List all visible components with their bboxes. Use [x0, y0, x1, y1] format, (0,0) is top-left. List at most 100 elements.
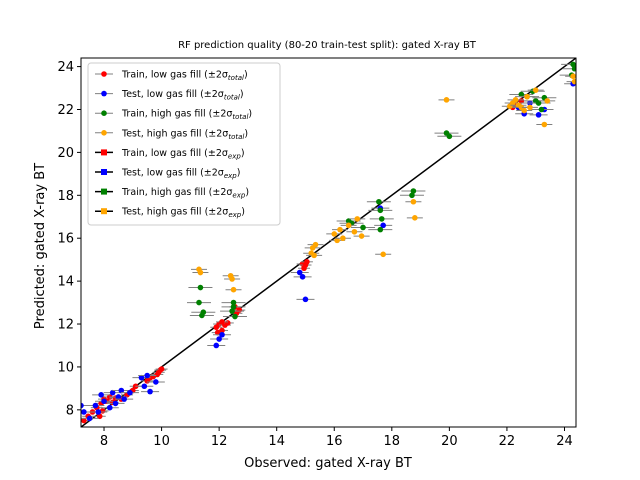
chart-title: RF prediction quality (80-20 train-test … [178, 40, 477, 51]
data-point [544, 98, 551, 104]
data-point [340, 235, 346, 242]
data-point [219, 327, 225, 334]
data-point [410, 188, 417, 194]
legend-marker [101, 90, 107, 97]
y-tick-label: 24 [57, 60, 74, 75]
data-point [380, 222, 386, 229]
data-point [127, 389, 133, 396]
data-point [98, 392, 104, 398]
data-point [138, 374, 145, 381]
legend-entry: Test, high gas fill (±2σexp) [95, 207, 245, 220]
data-point [219, 319, 225, 325]
data-point [380, 251, 386, 258]
data-point [360, 224, 366, 231]
x-tick-label: 18 [384, 434, 401, 449]
data-point [410, 198, 417, 205]
data-point [158, 366, 165, 372]
data-point [443, 97, 450, 103]
data-point [230, 286, 237, 293]
data-point [197, 284, 204, 291]
y-tick-label: 18 [57, 189, 74, 204]
data-point [524, 93, 530, 100]
legend-marker [101, 208, 107, 215]
legend-box [87, 62, 281, 226]
axes-frame [80, 57, 577, 428]
data-point [153, 379, 159, 385]
data-point [141, 383, 148, 390]
data-point [512, 97, 519, 103]
reference-line [81, 58, 576, 427]
data-point [409, 192, 415, 199]
legend-label: Train, high gas fill (±2σtotal) [121, 109, 252, 122]
legend-label: Train, low gas fill (±2σexp) [121, 148, 245, 161]
legend-label: Test, low gas fill (±2σtotal) [121, 89, 244, 102]
data-point [378, 216, 385, 222]
x-tick-label: 20 [441, 434, 458, 449]
legend-label: Test, low gas fill (±2σexp) [121, 168, 240, 181]
data-point [106, 404, 113, 411]
data-point [535, 112, 542, 118]
data-point [571, 65, 576, 72]
y-tick-label: 22 [57, 103, 74, 118]
data-point [144, 372, 150, 379]
legend: Train, low gas fill (±2σtotal) Test, low … [87, 62, 281, 226]
data-point [216, 336, 222, 342]
x-tick-label: 16 [326, 434, 343, 449]
legend-entry: Test, low gas fill (±2σtotal) [95, 89, 244, 102]
data-point [92, 402, 99, 409]
data-point [229, 276, 235, 282]
data-point [570, 61, 576, 68]
data-point [541, 121, 548, 128]
x-tick-label: 12 [211, 434, 228, 449]
legend-entry: Test, low gas fill (±2σexp) [95, 168, 240, 181]
x-axis-label: Observed: gated X-ray BT [244, 456, 412, 471]
legend-label: Train, low gas fill (±2σtotal) [121, 70, 248, 83]
legend-entry: Test, high gas fill (±2σtotal) [95, 128, 248, 141]
data-point [147, 388, 153, 395]
data-point [118, 387, 125, 394]
data-point [229, 308, 235, 314]
data-point [570, 73, 576, 80]
legend-entry: Train, high gas fill (±2σtotal) [95, 109, 252, 122]
data-point [412, 215, 418, 221]
legend-marker [101, 169, 107, 175]
data-point [532, 87, 539, 93]
data-point [377, 207, 384, 214]
data-point [81, 417, 87, 424]
legend-marker [101, 130, 107, 136]
legend-entry: Train, low gas fill (±2σexp) [95, 148, 245, 161]
data-point [538, 106, 545, 113]
data-point [296, 269, 303, 276]
data-point [376, 198, 382, 205]
legend-label: Train, high gas fill (±2σexp) [121, 187, 249, 200]
data-point [302, 296, 309, 303]
legend-marker [101, 188, 107, 195]
data-point [121, 396, 127, 402]
y-tick-label: 8 [66, 403, 74, 418]
x-tick-label: 22 [499, 434, 516, 449]
data-point [337, 226, 343, 233]
legend-marker [101, 71, 107, 77]
data-point [351, 228, 358, 235]
data-point [81, 409, 87, 415]
data-point [358, 233, 365, 239]
legend-label: Test, high gas fill (±2σexp) [121, 207, 245, 220]
data-point [96, 413, 103, 420]
data-point [95, 409, 102, 415]
data-point [115, 394, 122, 400]
data-point [354, 216, 361, 222]
y-tick-label: 14 [57, 275, 74, 290]
y-tick-label: 20 [57, 146, 74, 161]
data-point [312, 241, 319, 248]
legend-label: Test, high gas fill (±2σtotal) [121, 128, 248, 141]
data-point [101, 398, 107, 405]
data-point [521, 107, 527, 114]
data-point [200, 309, 207, 316]
data-point [299, 274, 306, 280]
axes: 8 10 12 14 16 18 20 22 24 8 10 12 14 16 18 20 22 24 [57, 57, 577, 449]
x-tick-label: 8 [100, 434, 108, 449]
data-point [571, 78, 576, 85]
legend-entry: Train, high gas fill (±2σexp) [95, 187, 249, 200]
data-point [219, 331, 225, 338]
